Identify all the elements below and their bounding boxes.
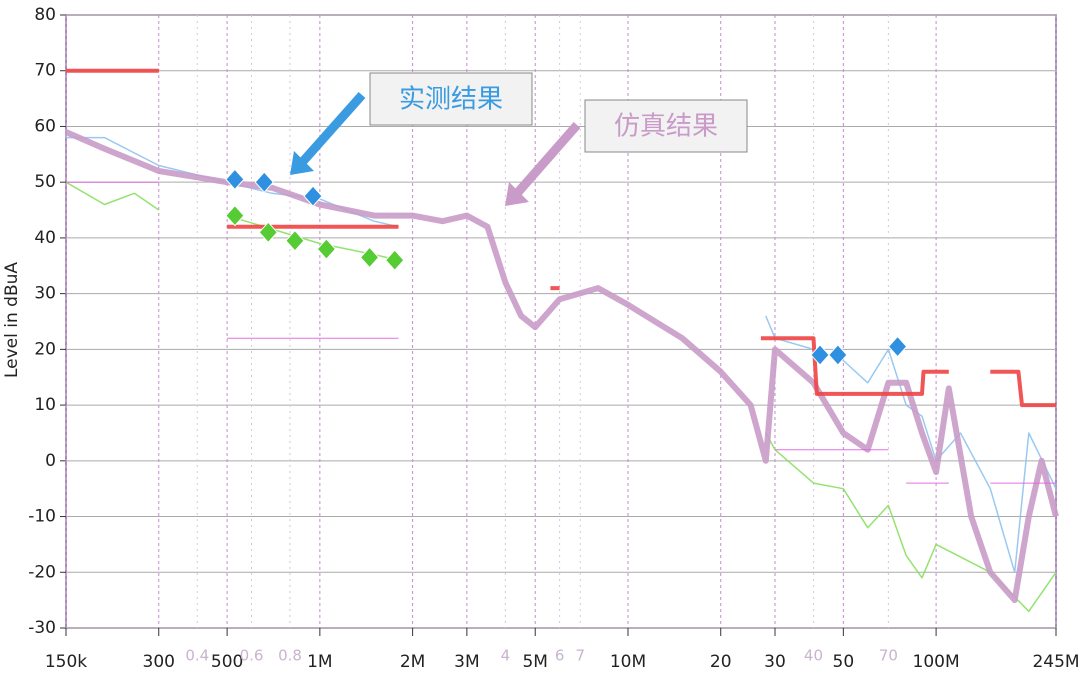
x-tick-label: 100M <box>913 652 960 672</box>
x-tick-label: 2M <box>400 652 425 672</box>
x-tick-label: 4 <box>501 647 511 665</box>
x-tick-label: 30 <box>764 652 786 672</box>
y-tick-label: 50 <box>34 172 56 192</box>
y-tick-label: 10 <box>34 395 56 415</box>
marker <box>285 229 305 252</box>
y-tick-label: 60 <box>34 116 56 136</box>
x-tick-label: 5M <box>522 652 547 672</box>
annotation-box <box>584 99 748 153</box>
annotation-arrow <box>294 92 366 170</box>
x-tick-label: 20 <box>710 652 732 672</box>
marker <box>254 171 274 193</box>
x-tick-label: 1M <box>307 652 332 672</box>
x-tick-label: 50 <box>833 652 855 672</box>
marker <box>385 249 405 271</box>
annotation-arrowhead <box>290 151 314 175</box>
y-tick-label: 20 <box>34 339 56 359</box>
x-tick-label: 70 <box>879 647 898 665</box>
marker <box>828 344 848 366</box>
series-line <box>66 181 1056 484</box>
annotation-box <box>369 72 533 126</box>
y-tick-label: 80 <box>34 5 56 25</box>
x-tick-label: 0.6 <box>240 647 264 665</box>
marker <box>316 238 337 260</box>
y-tick-label: 30 <box>34 284 56 304</box>
y-tick-label: 40 <box>34 228 56 248</box>
y-axis-label: Level in dBuA <box>2 262 22 378</box>
x-tick-label: 0.8 <box>278 647 302 665</box>
x-tick-label: 500 <box>211 652 243 672</box>
annotation: 实测结果 <box>399 85 503 115</box>
y-tick-label: -20 <box>28 562 56 582</box>
annotation: 仿真结果 <box>614 112 718 142</box>
marker <box>225 204 245 227</box>
x-tick-label: 0.4 <box>185 647 209 665</box>
x-tick-label: 245M <box>1032 652 1079 672</box>
marker <box>225 168 245 191</box>
series-line <box>64 129 1059 604</box>
series-line <box>66 68 1056 408</box>
x-tick-label: 7 <box>575 647 585 665</box>
x-tick-label: 3M <box>454 652 479 672</box>
x-tick-label: 6 <box>555 647 565 665</box>
x-tick-label: 150k <box>45 652 87 672</box>
plot-area <box>65 14 1057 629</box>
annotation-arrow <box>509 122 581 201</box>
marker <box>303 185 323 207</box>
x-tick-label: 10M <box>610 652 646 672</box>
marker <box>887 335 908 358</box>
y-tick-label: 0 <box>45 451 56 471</box>
y-tick-label: 70 <box>34 61 56 81</box>
y-tick-label: -10 <box>28 507 56 527</box>
x-tick-label: 40 <box>804 647 823 665</box>
x-tick-label: 300 <box>143 652 175 672</box>
annotation-arrowhead <box>505 182 529 206</box>
marker <box>258 221 278 244</box>
y-tick-label: -30 <box>28 618 56 638</box>
marker <box>359 246 380 269</box>
marker <box>810 344 830 366</box>
